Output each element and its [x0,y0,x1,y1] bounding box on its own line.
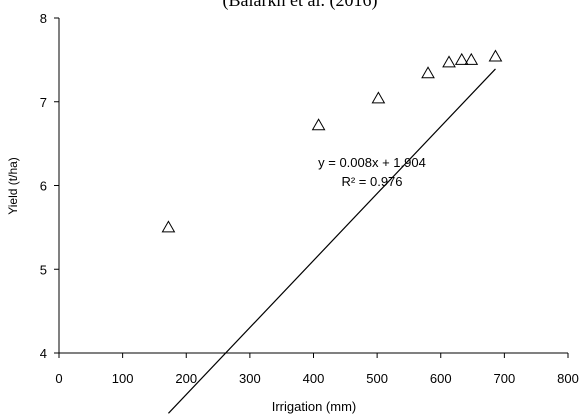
y-axis-label: Yield (t/ha) [6,157,20,215]
r-squared-label: R² = 0.976 [341,174,402,189]
x-tick-label: 500 [366,371,388,386]
y-tick-label: 4 [40,346,47,361]
plot-axes [58,18,568,354]
data-point-triangle [488,49,503,62]
data-point-triangle [454,52,469,65]
data-point-group [161,49,503,233]
trendline [167,68,496,414]
y-tick-label: 5 [40,262,47,277]
x-tick-label: 800 [557,371,579,386]
x-tick-label: 600 [430,371,452,386]
data-point-triangle [371,91,386,104]
data-point-triangle [311,118,326,131]
x-tick-label: 100 [112,371,134,386]
y-tick-group: 4 5 6 7 8 [40,11,59,361]
y-tick-label: 7 [40,95,47,110]
y-tick-label: 8 [40,11,47,26]
x-tick-label: 300 [239,371,261,386]
x-axis-label: Irrigation (mm) [272,399,357,414]
data-point-triangle [464,52,479,65]
trendline-equation: y = 0.008x + 1.904 [318,155,426,170]
x-tick-group: 0 100 200 300 400 500 600 700 800 [55,353,579,386]
chart-title: (Balarkh et al. (2016) [223,0,378,11]
x-tick-label: 0 [55,371,62,386]
data-point-triangle [442,55,456,68]
trendline-group [167,68,496,414]
x-tick-label: 400 [303,371,325,386]
x-tick-label: 200 [175,371,197,386]
y-tick-label: 6 [40,179,47,194]
x-tick-label: 700 [494,371,516,386]
data-point-triangle [421,66,435,79]
data-point-triangle [161,220,176,233]
